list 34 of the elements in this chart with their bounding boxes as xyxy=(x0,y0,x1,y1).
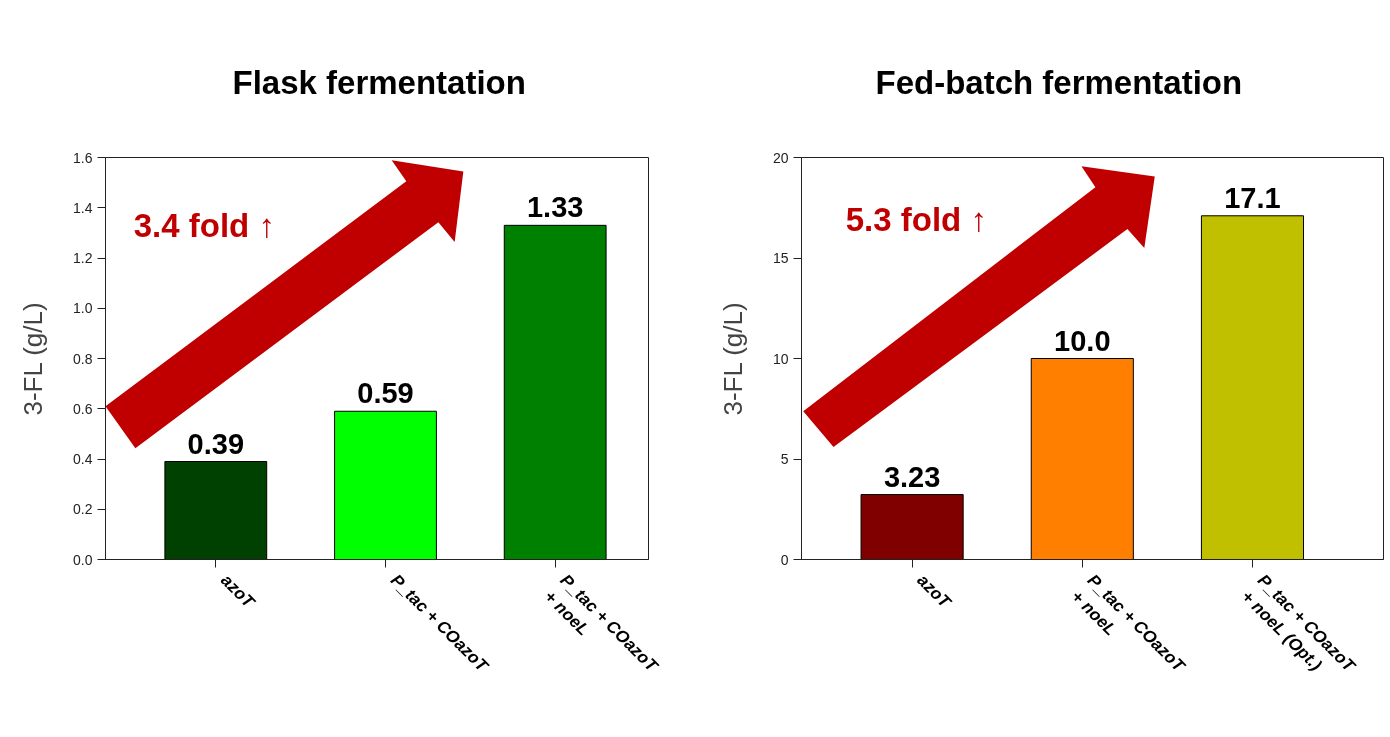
data-label: 0.59 xyxy=(357,377,414,410)
y-tick-label: 10 xyxy=(772,350,789,367)
chart-title: Flask fermentation xyxy=(232,63,526,101)
annotation: 3.4 fold ↑ xyxy=(133,207,275,245)
data-label: 0.39 xyxy=(187,427,245,460)
y-tick-label: 5 xyxy=(780,451,789,467)
x-tick-label: azoT xyxy=(217,570,260,613)
y-tick-label: 1.2 xyxy=(73,250,93,266)
y-tick-label: 15 xyxy=(772,250,789,266)
y-tick-label: 0.4 xyxy=(73,451,93,467)
y-tick-label: 0.0 xyxy=(73,551,93,568)
y-tick-label: 0.2 xyxy=(73,501,93,518)
data-label: 17.1 xyxy=(1224,181,1281,214)
bar xyxy=(503,224,607,560)
y-tick-label: 1.4 xyxy=(73,199,93,216)
y-tick-label: 0.6 xyxy=(73,400,93,417)
bar xyxy=(334,410,437,560)
chart-title: Fed-batch fermentation xyxy=(875,63,1243,101)
y-tick-label: 0.8 xyxy=(73,350,93,367)
y-tick-label: 1.6 xyxy=(73,149,93,166)
y-axis-title: 3-FL (g/L) xyxy=(18,302,49,416)
bar xyxy=(1030,358,1134,560)
y-tick-label: 0 xyxy=(780,551,789,568)
y-axis-title: 3-FL (g/L) xyxy=(717,302,748,416)
data-label: 3.23 xyxy=(883,460,941,493)
x-tick-label: azoT xyxy=(913,570,956,613)
annotation: 5.3 fold ↑ xyxy=(845,200,987,238)
y-tick-label: 20 xyxy=(772,149,789,166)
bar xyxy=(164,461,268,560)
bar xyxy=(1200,215,1305,560)
bar xyxy=(860,494,964,560)
y-tick-label: 1.0 xyxy=(73,300,93,317)
data-label: 1.33 xyxy=(526,191,584,224)
data-label: 10.0 xyxy=(1054,324,1111,357)
